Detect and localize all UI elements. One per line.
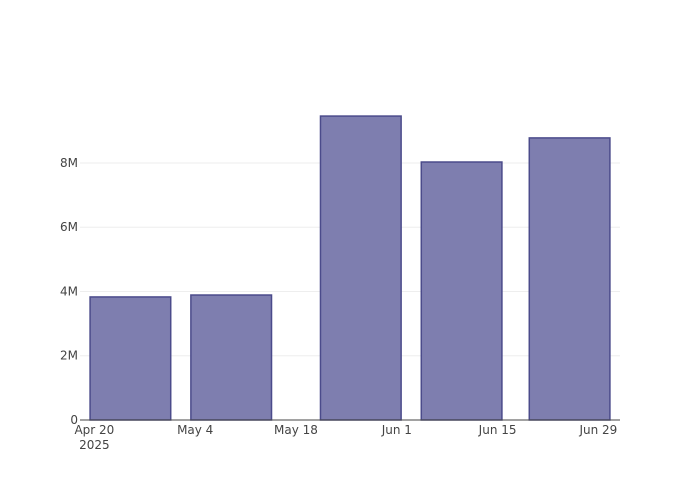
x-tick-label: Apr 20 — [74, 423, 114, 437]
bar — [190, 294, 273, 421]
x-tick-label: Jun 1 — [381, 423, 412, 437]
x-tick-label: May 4 — [177, 423, 213, 437]
y-tick-label: 8M — [60, 156, 78, 170]
y-tick-label: 4M — [60, 284, 78, 298]
bar — [528, 137, 611, 421]
y-tick-label: 2M — [60, 349, 78, 363]
bar — [89, 296, 172, 421]
x-tick-label: Jun 29 — [578, 423, 617, 437]
y-tick-label: 6M — [60, 220, 78, 234]
bar — [420, 161, 503, 421]
y-tick-label: 0 — [70, 413, 78, 427]
x-tick-label: May 18 — [274, 423, 318, 437]
bar — [319, 115, 402, 421]
x-tick-year: 2025 — [79, 438, 110, 452]
x-tick-label: Jun 15 — [478, 423, 517, 437]
